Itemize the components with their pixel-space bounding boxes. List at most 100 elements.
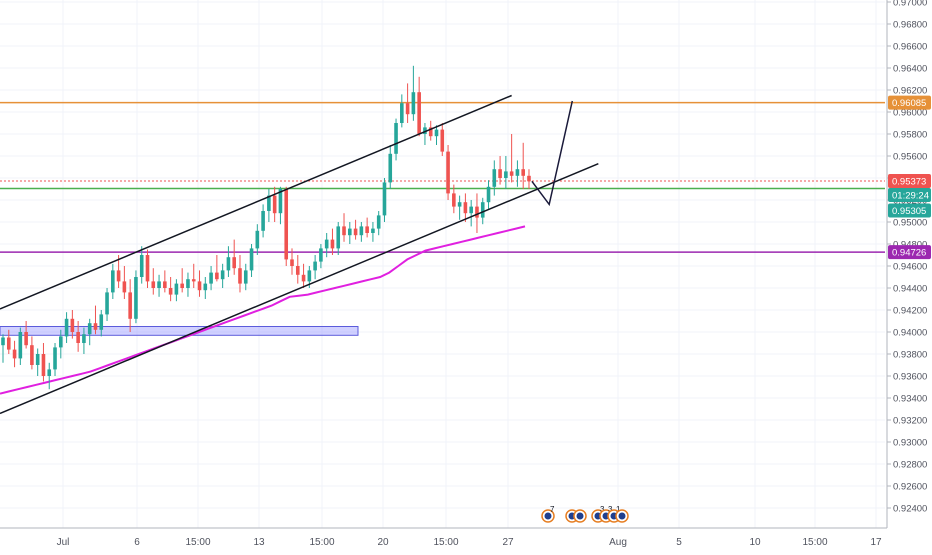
candle-body[interactable] [480,202,485,218]
candle-body[interactable] [417,92,421,134]
candle-body[interactable] [180,283,184,288]
candle-body[interactable] [446,151,450,194]
candle-body[interactable] [30,345,34,365]
candle-body[interactable] [12,349,17,359]
candle-body[interactable] [440,129,445,152]
candle-body[interactable] [272,195,277,214]
candle-body[interactable] [353,228,358,236]
candle-body[interactable] [457,202,462,207]
candle-body[interactable] [498,169,502,178]
candle-body[interactable] [64,318,69,337]
moving-average-line[interactable] [0,225,526,395]
candle-body[interactable] [116,270,121,282]
candle-body[interactable] [342,226,346,236]
candle-body[interactable] [376,215,381,229]
candle-body[interactable] [209,272,213,284]
candle-body[interactable] [111,270,115,293]
candle-body[interactable] [6,337,11,350]
candle-body[interactable] [492,169,497,187]
candle-body[interactable] [139,255,144,277]
candle-body[interactable] [382,182,387,216]
candle-body[interactable] [99,314,104,330]
candle-body[interactable] [220,270,225,280]
candle-body[interactable] [145,255,150,282]
candle-body[interactable] [163,281,167,288]
candle-body[interactable] [295,266,300,275]
candle-body[interactable] [105,292,109,315]
candle-body[interactable] [243,270,248,284]
candle-body[interactable] [35,354,40,365]
candle-body[interactable] [319,248,323,262]
candle-body[interactable] [307,270,312,282]
candle-body[interactable] [278,189,283,214]
candle-body[interactable] [41,354,46,376]
price-badge-countdown[interactable] [888,187,931,202]
candle-body[interactable] [405,103,410,115]
candle-body[interactable] [249,248,254,271]
candle-body[interactable] [238,268,242,284]
candle-body[interactable] [527,175,531,182]
candle-body[interactable] [267,195,271,211]
candle-body[interactable] [186,279,190,288]
candle-body[interactable] [134,277,138,319]
candle-body[interactable] [1,337,5,346]
candle-body[interactable] [521,169,525,176]
candle-body[interactable] [151,281,156,288]
candle-body[interactable] [191,279,196,282]
price-badge-support[interactable] [888,203,931,218]
candle-body[interactable] [301,274,306,282]
candle-body[interactable] [261,211,265,231]
candle-body[interactable] [128,292,132,319]
candle-body[interactable] [93,323,98,330]
candle-body[interactable] [24,332,28,346]
candle-body[interactable] [348,228,352,236]
candle-body[interactable] [324,239,329,249]
candle-body[interactable] [226,257,231,271]
candle-body[interactable] [452,193,456,207]
candle-body[interactable] [394,123,398,154]
candle-body[interactable] [336,226,341,249]
candle-body[interactable] [47,369,52,376]
candle-body[interactable] [82,334,86,343]
candle-body[interactable] [400,103,404,123]
demand-zone[interactable] [0,326,359,336]
candle-body[interactable] [174,283,179,295]
candle-body[interactable] [411,92,416,115]
candle-body[interactable] [157,281,161,288]
candle-body[interactable] [371,228,375,233]
candle-body[interactable] [215,272,219,280]
candle-body[interactable] [290,259,294,266]
projection-path[interactable] [531,100,574,207]
trend-channel-lower[interactable] [0,163,599,415]
candle-body[interactable] [59,336,63,348]
candle-body[interactable] [87,323,92,335]
candle-body[interactable] [434,129,439,137]
price-badge-level[interactable] [888,245,931,260]
candle-body[interactable] [469,206,473,214]
candle-body[interactable] [70,318,75,332]
candle-body[interactable] [255,230,260,249]
candle-body[interactable] [168,288,173,295]
candle-body[interactable] [284,189,289,260]
candle-body[interactable] [203,283,208,291]
candle-body[interactable] [76,332,80,343]
candle-body[interactable] [330,239,335,249]
candle-body[interactable] [486,186,491,203]
candle-body[interactable] [365,226,369,233]
candle-body[interactable] [423,127,427,134]
candle-body[interactable] [509,171,514,176]
price-badge-current[interactable] [888,173,931,188]
candle-body[interactable] [122,281,127,293]
candle-body[interactable] [475,206,479,218]
price-badge-resistance[interactable] [888,95,931,110]
candle-body[interactable] [53,347,57,370]
candle-body[interactable] [388,153,393,183]
candle-body[interactable] [463,202,468,214]
candle-body[interactable] [504,171,508,178]
candle-body[interactable] [428,127,433,137]
candle-body[interactable] [232,257,236,269]
candle-body[interactable] [359,226,364,236]
candle-body[interactable] [197,281,202,291]
candle-body[interactable] [18,332,23,359]
candle-body[interactable] [515,169,520,176]
